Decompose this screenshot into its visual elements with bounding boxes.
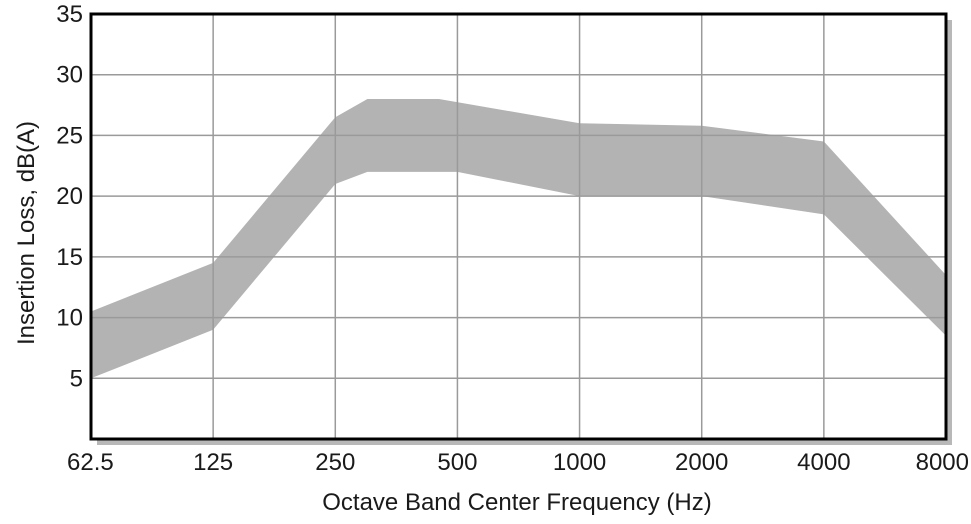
y-tick-label: 20	[56, 183, 83, 210]
y-tick-label: 25	[56, 122, 83, 149]
x-tick-label: 1000	[553, 449, 606, 476]
plot-frame-shadow	[91, 14, 952, 445]
x-tick-label: 2000	[675, 449, 728, 476]
y-tick-label: 35	[56, 1, 83, 28]
x-axis-label: Octave Band Center Frequency (Hz)	[322, 489, 712, 516]
insertion-loss-band-group	[91, 99, 946, 379]
plot-frame	[89, 12, 948, 441]
plot-background	[91, 14, 946, 439]
plot-border	[89, 12, 948, 441]
x-tick-label: 62.5	[67, 449, 114, 476]
x-tick-label: 250	[315, 449, 355, 476]
x-tick-label: 125	[193, 449, 233, 476]
x-tick-label: 8000	[916, 449, 969, 476]
insertion-loss-band	[91, 99, 946, 379]
x-tick-labels: 62.5 125 250 500 1000 2000 4000 8000	[67, 449, 969, 476]
y-axis-label: Insertion Loss, dB(A)	[13, 121, 40, 345]
x-tick-label: 4000	[797, 449, 850, 476]
y-tick-label: 10	[56, 305, 83, 332]
y-tick-label: 15	[56, 244, 83, 271]
y-tick-labels: 5 10 15 20 25 30 35	[56, 1, 83, 392]
y-tick-label: 30	[56, 62, 83, 89]
x-tick-label: 500	[437, 449, 477, 476]
y-tick-label: 5	[70, 365, 83, 392]
